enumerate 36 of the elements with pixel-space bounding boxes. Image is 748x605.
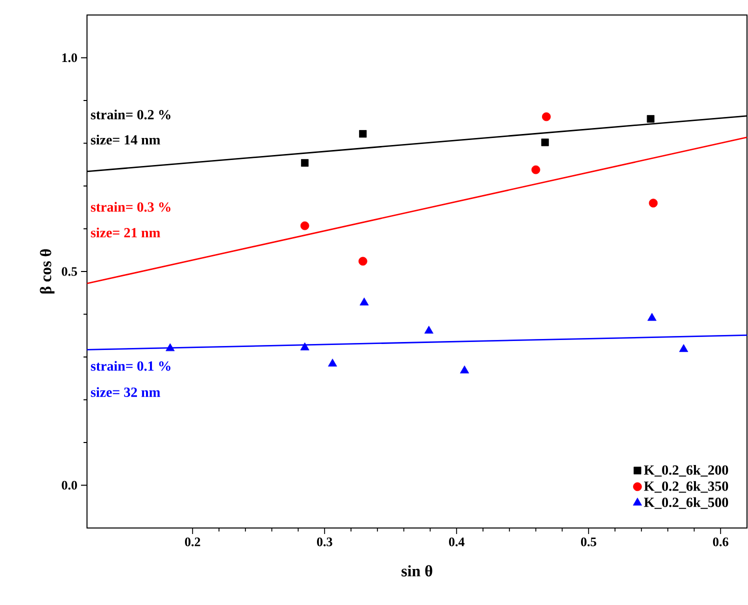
point <box>541 138 549 146</box>
x-axis-title: sin θ <box>402 565 432 576</box>
x-tick-label: 0.2 <box>185 538 200 546</box>
point <box>300 342 310 350</box>
x-tick-label: 0.3 <box>317 538 332 546</box>
y-tick-label: 0.5 <box>62 267 78 276</box>
y-tick-label: 1.0 <box>62 53 78 62</box>
y-tick-label: 0.0 <box>62 480 78 490</box>
point <box>542 112 551 122</box>
point <box>648 198 658 208</box>
point <box>531 165 540 174</box>
point <box>679 344 688 352</box>
annotation: size= 21 nm <box>90 228 160 238</box>
point <box>300 221 310 230</box>
annotation: size= 14 nm <box>90 134 160 145</box>
point <box>646 115 654 123</box>
point <box>460 366 470 374</box>
x-tick-label: 0.6 <box>713 538 728 546</box>
point <box>328 358 338 367</box>
point <box>647 312 656 321</box>
point <box>358 256 368 266</box>
point <box>424 326 434 334</box>
legend-label: K_0.2_6k_350 <box>644 481 728 493</box>
legend-label: K_0.2_6k_500 <box>644 497 728 509</box>
annotation: strain= 0.2 % <box>90 110 170 120</box>
annotation: strain= 0.3 % <box>90 202 170 212</box>
annotation: strain= 0.1 % <box>90 360 170 371</box>
point <box>360 298 369 306</box>
annotation: size= 32 nm <box>90 387 160 397</box>
point <box>301 159 309 167</box>
x-tick-label: 0.5 <box>581 538 596 546</box>
point <box>359 130 367 138</box>
point <box>166 343 175 352</box>
x-tick-label: 0.4 <box>449 538 464 546</box>
y-axis-title: β cos θ <box>40 249 54 294</box>
legend-label: K_0.2_6k_200 <box>644 464 728 477</box>
